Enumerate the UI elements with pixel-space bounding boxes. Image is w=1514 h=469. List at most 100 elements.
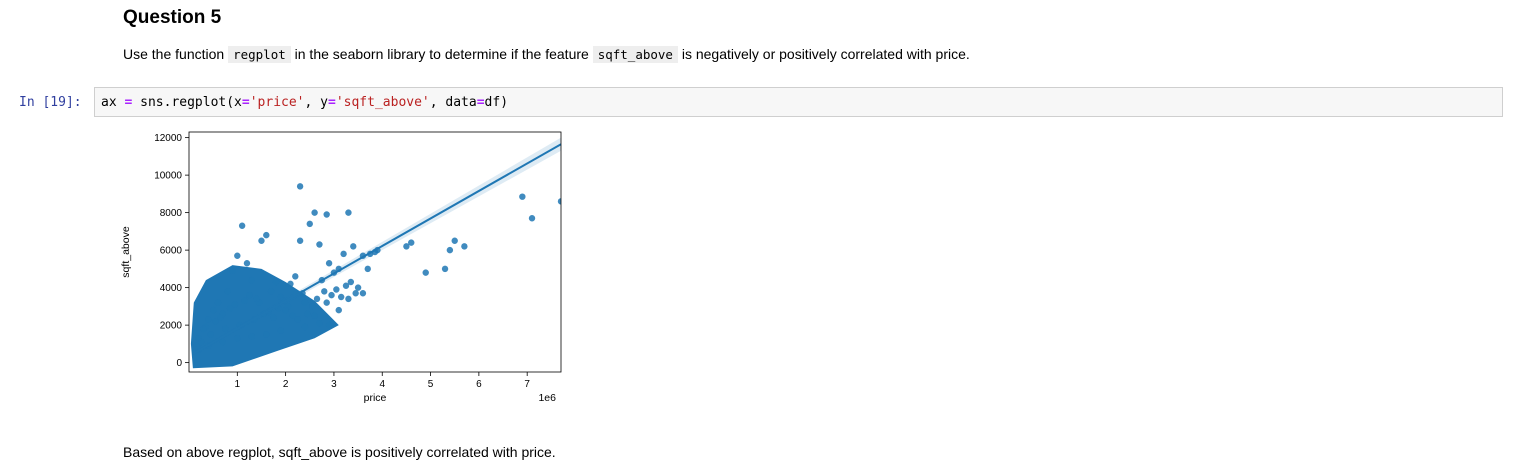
scatter-point [408, 239, 415, 246]
scatter-point [325, 321, 333, 329]
scatter-point [234, 252, 241, 259]
scatter-point [277, 327, 284, 334]
scatter-point [304, 310, 311, 318]
y-tick-label: 10000 [154, 171, 182, 182]
scatter-point [284, 303, 292, 310]
input-prompt: In [19]: [19, 95, 82, 110]
plot-area [190, 137, 561, 369]
scatter-point [325, 260, 333, 267]
scatter-point [321, 288, 328, 295]
conclusion-text: Based on above regplot, sqft_above is po… [123, 444, 556, 460]
scatter-point [352, 290, 359, 297]
scatter-point [311, 209, 318, 216]
code-line[interactable]: ax = sns.regplot(x='price', y='sqft_abov… [101, 95, 508, 110]
scatter-point [243, 260, 251, 267]
scatter-point [212, 318, 219, 325]
code-token: sns.regplot(x [132, 95, 242, 110]
question-heading: Question 5 [123, 7, 222, 28]
scatter-point [226, 305, 234, 312]
scatter-point [219, 338, 227, 346]
regplot-chart: 1 2 3 4 5 6 7 0 2000 4000 6000 8000 10000 12000 price 1… [120, 131, 562, 404]
scatter-point [272, 278, 280, 286]
scatter-point [441, 265, 449, 273]
scatter-point [197, 338, 205, 346]
instruction-text: Use the function regplot in the seaborn … [123, 44, 970, 65]
code-token: , data [429, 95, 477, 110]
scatter-point [263, 331, 270, 338]
code-token: df) [484, 95, 509, 110]
y-tick-label: 12000 [154, 133, 182, 144]
code-operator: = [241, 95, 250, 110]
x-tick-label: 3 [331, 379, 337, 390]
x-tick-label: 1 [235, 379, 241, 390]
scatter-point [292, 273, 299, 280]
x-axis-label: price [364, 392, 387, 404]
scatter-point [461, 243, 468, 250]
scatter-point [296, 237, 304, 244]
code-operator: = [124, 95, 133, 110]
scatter-point [205, 316, 212, 323]
x-tick-label: 7 [524, 379, 530, 390]
x-tick-label: 5 [428, 379, 434, 390]
scatter-point [446, 246, 454, 254]
scatter-point [313, 295, 321, 303]
scatter-point [333, 286, 340, 293]
scatter-point [345, 295, 352, 303]
scatter-point [306, 220, 313, 228]
x-tick-label: 2 [283, 379, 289, 390]
scatter-point [335, 306, 342, 314]
scatter-point [263, 231, 270, 239]
code-string: 'sqft_above' [335, 95, 430, 110]
scatter-point [451, 237, 458, 244]
x-axis-offset-label: 1e6 [538, 392, 556, 404]
y-tick-label: 4000 [160, 283, 183, 294]
scatter-point [311, 312, 318, 319]
code-cell[interactable]: ax = sns.regplot(x='price', y='sqft_abov… [94, 87, 1503, 117]
scatter-point [267, 288, 275, 295]
scatter-point [557, 198, 561, 205]
scatter-point [308, 303, 316, 310]
inline-code-regplot: regplot [228, 46, 291, 63]
scatter-point [364, 265, 371, 273]
scatter-point [248, 333, 256, 340]
scatter-point [345, 209, 352, 216]
x-tick-label: 6 [476, 379, 482, 390]
scatter-point [207, 331, 214, 338]
x-tick-label: 4 [379, 379, 385, 390]
y-tick-label: 6000 [160, 246, 183, 257]
inline-code-sqft-above: sqft_above [592, 46, 678, 63]
code-token: ax [101, 95, 125, 110]
y-tick-label: 0 [176, 358, 182, 369]
scatter-point [347, 278, 355, 286]
scatter-point [301, 299, 309, 306]
scatter-point [403, 243, 410, 250]
scatter-point [202, 323, 210, 331]
code-token: , y [304, 95, 328, 110]
scatter-point [287, 280, 294, 288]
instruction-part-2: in the seaborn library to determine if t… [290, 46, 593, 62]
scatter-point [229, 267, 236, 274]
scatter-point [289, 312, 297, 319]
scatter-point [217, 314, 224, 321]
plot-frame [188, 131, 562, 373]
scatter-point [238, 222, 246, 229]
scatter-point [234, 335, 241, 342]
scatter-point [258, 237, 265, 244]
regression-line [192, 143, 561, 355]
scatter-point [316, 241, 323, 248]
scatter-point [422, 269, 429, 276]
scatter-point [337, 293, 345, 301]
scatter-point [323, 299, 330, 306]
scatter-point [323, 211, 330, 218]
scatter-point [241, 297, 248, 304]
scatter-point [316, 320, 323, 327]
scatter-point [294, 316, 301, 323]
code-string: 'price' [249, 95, 305, 110]
y-tick-label: 2000 [160, 321, 183, 332]
code-operator: = [328, 95, 336, 110]
scatter-point [222, 325, 229, 333]
scatter-point [528, 215, 536, 222]
code-operator: = [476, 95, 485, 110]
scatter-point [340, 250, 347, 258]
y-axis-label: sqft_above [120, 226, 132, 278]
